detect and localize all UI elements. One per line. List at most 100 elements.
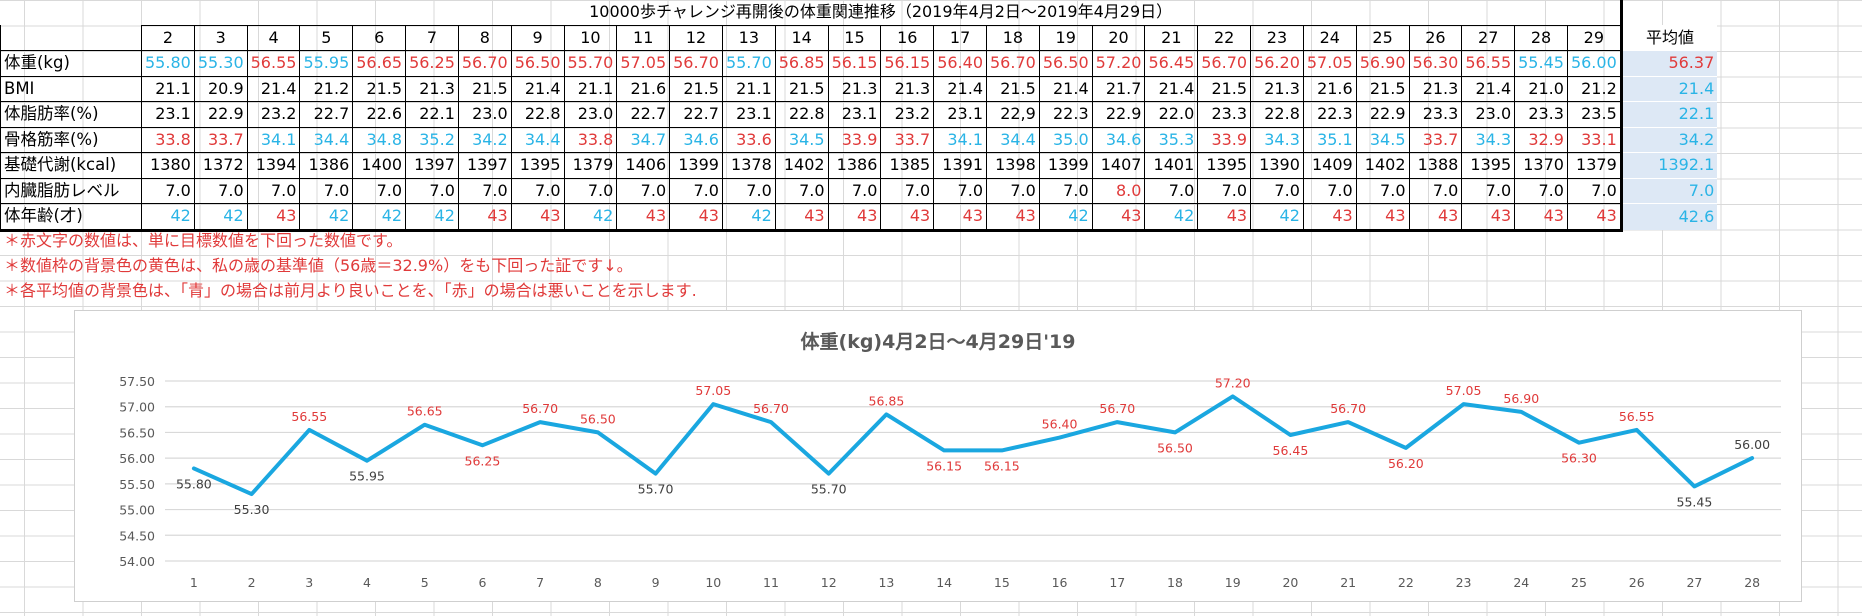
value-cell: 7.0 [563,177,618,204]
value-cell: 7.0 [1250,177,1304,204]
row-label: 骨格筋率(%) [0,126,142,153]
value-cell: 57.05 [1302,50,1357,77]
data-label: 55.30 [234,502,270,517]
value-cell: 56.55 [1461,50,1516,77]
x-tick-label: 20 [1282,575,1298,590]
data-label: 56.50 [1157,440,1193,455]
value-cell: 56.00 [1566,50,1622,77]
value-cell: 33.9 [1197,126,1252,153]
data-label: 55.70 [811,482,847,497]
value-cell: 7.0 [1408,177,1463,204]
value-cell: 56.55 [246,50,301,77]
day-header: 5 [299,24,354,51]
value-cell: 7.0 [1566,177,1622,204]
value-cell: 56.70 [1197,50,1252,77]
data-label: 56.15 [926,458,962,473]
value-cell: 43 [986,203,1040,232]
data-label: 56.55 [291,409,327,424]
value-cell: 57.20 [1091,50,1146,77]
value-cell: 55.70 [721,50,776,77]
value-cell: 21.5 [457,75,512,102]
value-cell: 7.0 [933,177,987,204]
value-cell: 21.5 [1197,75,1252,102]
value-cell: 1388 [1408,152,1463,179]
value-cell: 22.3 [1302,101,1357,128]
value-cell: 7.0 [246,177,301,204]
day-header: 7 [405,24,459,51]
data-label: 56.25 [465,453,501,468]
value-cell: 1370 [1514,152,1568,179]
x-tick-label: 2 [248,575,256,590]
value-cell: 34.8 [352,126,407,153]
value-cell: 22.9 [1091,101,1146,128]
day-header: 14 [774,24,829,51]
day-header: 23 [1250,24,1304,51]
x-tick-label: 8 [594,575,602,590]
value-cell: 42 [563,203,618,232]
data-label: 56.85 [869,393,905,408]
row-label: BMI [0,75,142,102]
value-cell: 56.40 [933,50,987,77]
day-header: 16 [880,24,935,51]
value-cell: 7.0 [193,177,248,204]
value-cell: 1395 [510,152,565,179]
value-cell: 42 [1144,203,1199,232]
value-cell: 35.2 [405,126,459,153]
data-label: 56.70 [1330,401,1366,416]
value-cell: 1378 [721,152,776,179]
value-cell: 35.1 [1302,126,1357,153]
value-cell: 22.9 [193,101,248,128]
value-cell: 56.20 [1250,50,1304,77]
y-tick-label: 56.00 [119,451,155,466]
value-cell: 21.5 [1355,75,1410,102]
value-cell: 55.30 [193,50,248,77]
value-cell: 22.8 [774,101,829,128]
value-cell: 1386 [299,152,354,179]
day-header: 3 [193,24,248,51]
day-header: 29 [1566,24,1622,51]
average-cell: 21.4 [1619,75,1718,102]
value-cell: 32.9 [1514,126,1568,153]
value-cell: 1395 [1197,152,1252,179]
value-cell: 21.5 [774,75,829,102]
value-cell: 1398 [986,152,1040,179]
value-cell: 56.15 [827,50,882,77]
value-cell: 7.0 [1302,177,1357,204]
weight-chart[interactable]: 体重(kg)4月2日〜4月29日'19 54.00 54.50 55.00 55.50… [74,310,1802,602]
value-cell: 42 [1250,203,1304,232]
value-cell: 23.5 [1566,101,1622,128]
value-cell: 43 [774,203,829,232]
value-cell: 1402 [774,152,829,179]
value-cell: 1401 [1144,152,1199,179]
value-cell: 7.0 [1038,177,1093,204]
value-cell: 21.3 [1250,75,1304,102]
value-cell: 34.6 [1091,126,1146,153]
value-cell: 34.1 [246,126,301,153]
value-cell: 1380 [141,152,195,179]
value-cell: 1407 [1091,152,1146,179]
value-cell: 57.05 [616,50,671,77]
day-header: 8 [457,24,512,51]
value-cell: 42 [141,203,195,232]
value-cell: 23.1 [827,101,882,128]
value-cell: 7.0 [721,177,776,204]
value-cell: 21.1 [563,75,618,102]
value-cell: 1400 [352,152,407,179]
x-tick-label: 25 [1571,575,1587,590]
value-cell: 33.7 [880,126,935,153]
value-cell: 33.6 [721,126,776,153]
table-title: 10000歩チャレンジ再開後の体重関連推移（2019年4月2日〜2019年4月2… [141,0,1622,26]
chart-title: 体重(kg)4月2日〜4月29日'19 [801,330,1076,353]
data-label: 56.70 [522,401,558,416]
value-cell: 21.4 [933,75,987,102]
data-label: 55.80 [176,476,212,491]
value-cell: 7.0 [510,177,565,204]
average-cell: 22.1 [1619,101,1718,127]
data-label: 57.20 [1215,375,1251,390]
day-header: 27 [1461,24,1516,51]
table-row: 体脂肪率(%) 23.1 22.9 23.2 22.7 22.6 22.1 23.0 22.8 2… [0,101,1718,128]
value-cell: 1395 [1461,152,1516,179]
data-label: 56.45 [1273,443,1309,458]
value-cell: 21.5 [352,75,407,102]
value-cell: 34.4 [510,126,565,153]
